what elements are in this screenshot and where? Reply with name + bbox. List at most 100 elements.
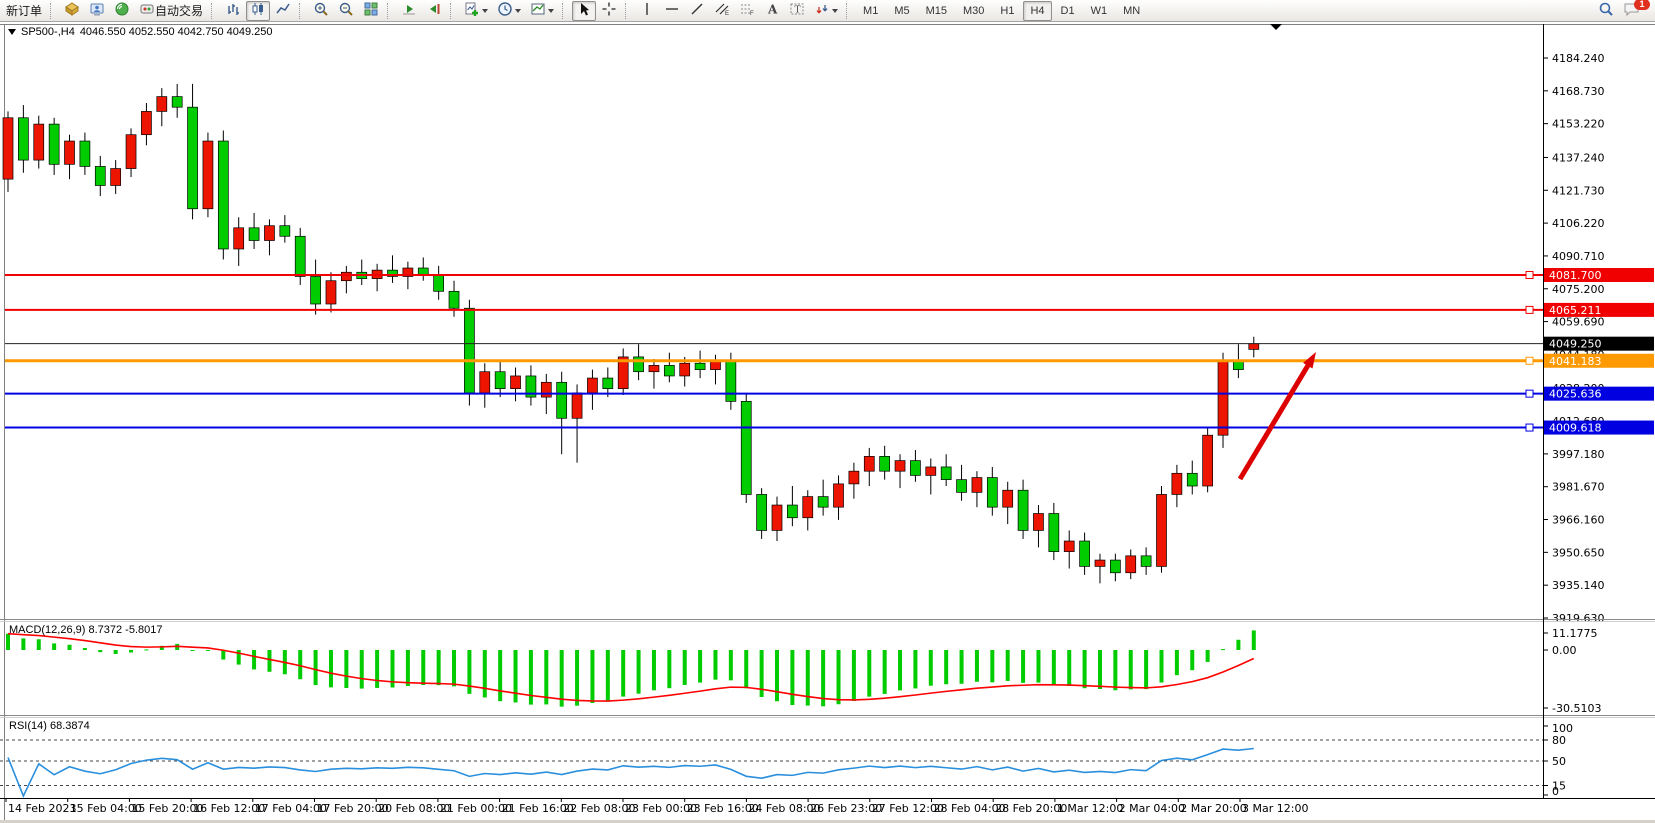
timeframe-button-M1[interactable]: M1	[863, 4, 879, 17]
gold-cube-icon	[64, 1, 80, 20]
macd-histogram-bar	[759, 650, 764, 698]
macd-histogram-bar	[851, 650, 856, 701]
macd-histogram-bar	[405, 650, 410, 687]
vertical-line-button[interactable]	[635, 1, 659, 21]
timeframe-button-D1[interactable]: D1	[1060, 4, 1075, 17]
line-handle[interactable]	[1525, 305, 1534, 314]
timeframe-button-M5[interactable]: M5	[894, 4, 910, 17]
candle	[2, 117, 14, 180]
line-handle[interactable]	[1525, 389, 1534, 398]
macd-histogram-bar	[1144, 650, 1149, 690]
candle	[217, 140, 229, 250]
macd-histogram-bar	[6, 633, 10, 650]
periods-button[interactable]	[493, 1, 525, 21]
macd-histogram-bar	[82, 647, 87, 650]
price-axis-label: 4184.240	[1552, 52, 1605, 65]
auto-scroll-button[interactable]	[397, 1, 421, 21]
candlestick-chart-icon	[250, 1, 266, 20]
macd-histogram-bar	[528, 650, 533, 705]
candle	[817, 496, 829, 508]
shift-marker[interactable]	[1270, 24, 1282, 30]
annotation-arrow-head[interactable]	[1303, 352, 1316, 369]
trendline-button[interactable]	[685, 1, 709, 21]
candle	[910, 460, 921, 476]
search-button[interactable]	[1594, 1, 1618, 21]
window-border	[0, 820, 1655, 823]
candle	[141, 111, 152, 136]
candle	[187, 106, 198, 210]
rsi-axis-label: 80	[1552, 734, 1566, 747]
line-handle[interactable]	[1525, 356, 1534, 365]
data-folder-button[interactable]	[60, 1, 84, 21]
macd-histogram-bar	[144, 649, 149, 651]
terminal-button[interactable]	[85, 1, 109, 21]
timeframe-button-MN[interactable]: MN	[1123, 4, 1141, 17]
candle	[1110, 559, 1121, 574]
macd-histogram-bar	[375, 650, 380, 688]
arrows-button[interactable]	[810, 1, 842, 21]
zoom-out-button[interactable]	[334, 1, 358, 21]
fibonacci-button[interactable]: F	[735, 1, 759, 21]
price-axis-label: 4121.730	[1552, 184, 1605, 197]
line-handle[interactable]	[1525, 423, 1534, 432]
candle	[725, 360, 737, 402]
candle	[479, 371, 491, 394]
timeframe-button-H4[interactable]: H4	[1023, 0, 1052, 21]
candle	[294, 235, 306, 277]
candle	[679, 362, 691, 377]
time-axis-label: 17 Feb 20:00	[317, 802, 389, 815]
new-order-label: 新订单	[6, 4, 43, 18]
text-label-button[interactable]: T	[785, 1, 809, 21]
candle	[48, 123, 60, 165]
crosshair-button[interactable]	[597, 1, 621, 21]
cursor-button[interactable]	[572, 0, 597, 21]
toolbar-separator	[50, 2, 55, 19]
macd-histogram-bar	[836, 650, 841, 705]
candle	[1140, 555, 1152, 567]
macd-histogram-bar	[359, 650, 364, 689]
timeframe-button-M15[interactable]: M15	[925, 4, 947, 17]
candlestick-chart-button[interactable]	[246, 0, 271, 21]
auto-trading-button[interactable]: 自动交易	[135, 1, 207, 21]
indicators-button[interactable]	[460, 1, 492, 21]
price-line-badge	[1544, 336, 1654, 351]
zoom-in-button[interactable]	[309, 1, 333, 21]
rsi-indicator-label: RSI(14) 68.3874	[9, 720, 90, 732]
line-chart-button[interactable]	[271, 1, 295, 21]
new-order-button[interactable]: 新订单	[2, 1, 46, 21]
timeframe-button-W1[interactable]: W1	[1090, 4, 1108, 17]
candle	[571, 392, 583, 419]
macd-histogram-bar	[205, 650, 210, 651]
candle	[1002, 489, 1014, 508]
annotation-arrow[interactable]	[1237, 359, 1314, 481]
candle	[387, 269, 398, 277]
macd-histogram-bar	[682, 650, 687, 685]
channel-icon: E	[714, 1, 730, 20]
text-button[interactable]: A	[760, 1, 784, 21]
time-axis-label: 26 Feb 23:00	[810, 802, 882, 815]
window-menu-icon[interactable]	[8, 29, 16, 35]
timeframe-button-M30[interactable]: M30	[963, 4, 985, 17]
candle	[1063, 540, 1075, 552]
horizontal-line-button[interactable]	[660, 1, 684, 21]
notifications-button[interactable]: 1	[1619, 0, 1650, 21]
time-axis-label: 23 Feb 16:00	[687, 802, 759, 815]
svg-text:F: F	[750, 11, 754, 17]
macd-histogram-bar	[328, 650, 333, 688]
line-handle[interactable]	[1525, 271, 1534, 280]
macd-histogram-bar	[698, 650, 703, 683]
price-line-badge-label: 4025.636	[1549, 388, 1602, 401]
macd-histogram-bar	[667, 650, 672, 689]
bar-chart-button[interactable]	[221, 1, 245, 21]
terminal-user-icon	[89, 1, 105, 20]
chart-shift-button[interactable]	[422, 1, 446, 21]
signals-button[interactable]	[110, 1, 134, 21]
templates-button[interactable]	[526, 1, 558, 21]
trendline-icon	[689, 1, 705, 20]
timeframe-button-H1[interactable]: H1	[1000, 4, 1015, 17]
macd-histogram-bar	[605, 650, 610, 702]
candle	[110, 168, 122, 186]
tile-windows-button[interactable]	[359, 1, 383, 21]
equidistant-channel-button[interactable]: E	[710, 1, 734, 21]
